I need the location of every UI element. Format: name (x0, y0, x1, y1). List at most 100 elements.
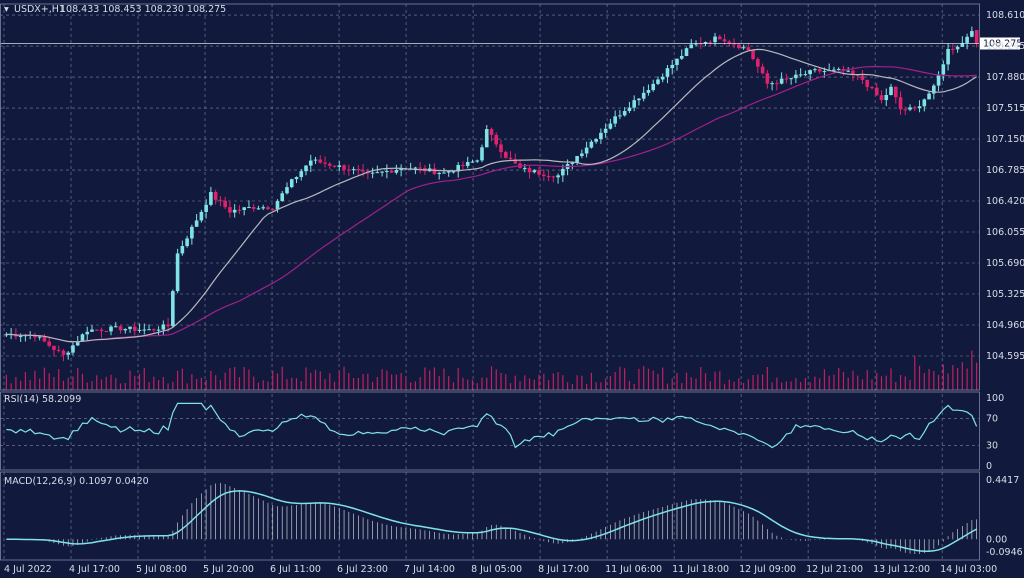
time-label: 8 Jul 05:00 (471, 564, 522, 575)
candle-body (347, 169, 351, 171)
volume-bar (276, 373, 279, 390)
candle-body (779, 78, 784, 84)
candle-body (256, 208, 261, 210)
pane-frames (0, 3, 980, 561)
volume-bar (800, 381, 802, 390)
candle-body (446, 171, 451, 173)
volume-bar (67, 377, 69, 390)
candle-body (75, 341, 80, 346)
volume-bar (148, 382, 150, 390)
candle-body (166, 324, 170, 327)
candle-body (789, 78, 793, 80)
candle-body (228, 207, 232, 213)
candle-body (499, 144, 503, 153)
volume-bar (467, 379, 469, 390)
volume-bar (410, 382, 412, 390)
candle-body (327, 163, 332, 166)
candle-body (651, 83, 656, 91)
candle-body (470, 161, 475, 163)
price-tick-label: 105.325 (986, 289, 1024, 300)
candle-body (599, 132, 603, 140)
moving-average-fast-line (6, 48, 977, 343)
time-label: 14 Jul 03:00 (940, 564, 997, 575)
candle-body (822, 71, 827, 73)
volume-bar (257, 382, 260, 390)
volume-bar (795, 378, 797, 390)
volume-bar (234, 366, 236, 390)
candle-body (451, 171, 456, 173)
candle-body (213, 192, 218, 200)
candle-body (737, 44, 741, 49)
volume-bar (486, 377, 488, 390)
candle-body (946, 48, 950, 65)
candle-body (594, 139, 598, 142)
volume-bar (481, 377, 483, 390)
candle-body (936, 74, 941, 86)
volume-bar (918, 365, 921, 390)
rsi-label: RSI(14) 58.2099 (4, 394, 81, 405)
volume-bar (880, 376, 883, 390)
candle-body (90, 329, 94, 332)
price-tick-label: 106.420 (986, 196, 1024, 207)
chart-dropdown-icon[interactable]: ▾ (4, 4, 9, 15)
volume-bar (842, 371, 845, 390)
candle-body (855, 74, 860, 76)
volume-bar (443, 368, 445, 390)
candle-body (209, 192, 213, 205)
candle-body (556, 175, 560, 178)
volume-bar (933, 371, 935, 390)
volume-bar (310, 372, 312, 390)
volume-bar (728, 379, 730, 390)
candle-body (570, 162, 575, 165)
volume-bar (96, 375, 98, 390)
volume-bar (566, 382, 569, 390)
candle-body (741, 47, 746, 49)
volume-bar (804, 378, 807, 390)
volume-bar (609, 376, 612, 390)
volume-bar (196, 378, 198, 390)
candle-body (270, 209, 275, 211)
candle-body (361, 170, 365, 172)
volume-bar (167, 383, 169, 390)
candle-body (342, 165, 346, 170)
volume-bar (833, 374, 835, 390)
volume-bar (238, 377, 241, 390)
macd-label: MACD(12,26,9) 0.1097 0.0420 (4, 476, 149, 487)
volume-bar (29, 379, 31, 390)
volume-bar (899, 375, 902, 390)
volume-bar (771, 382, 773, 390)
candle-body (694, 43, 698, 45)
candle-body (94, 329, 99, 331)
candle-body (313, 159, 318, 161)
volume-bar (852, 370, 854, 390)
macd-histogram (10, 482, 977, 555)
rsi-tick-label: 0 (986, 461, 992, 472)
candle-body (318, 159, 323, 163)
volume-bar (248, 369, 250, 390)
volume-bar (272, 370, 274, 390)
time-label: 8 Jul 17:00 (538, 564, 589, 575)
volume-bar (395, 374, 397, 390)
volume-bar (719, 371, 721, 390)
volume-bar (129, 370, 131, 390)
candle-body (199, 211, 204, 221)
candle-body (884, 94, 889, 101)
price-tick-label: 107.150 (986, 134, 1024, 145)
volume-bar (438, 375, 440, 390)
candle-body (903, 109, 908, 111)
candle-body (813, 69, 817, 71)
volume-bar (809, 382, 811, 390)
volume-bar (690, 377, 692, 390)
candle-body (532, 170, 537, 173)
candle-body (289, 179, 294, 188)
candle-body (242, 207, 246, 211)
volume-bar (543, 373, 545, 390)
volume-bar (785, 381, 787, 390)
candle-body (232, 209, 237, 213)
pane-frame (0, 3, 980, 391)
candle-body (285, 187, 289, 194)
candle-body (679, 55, 684, 59)
volume-bar (300, 381, 302, 390)
candle-body (456, 165, 461, 172)
